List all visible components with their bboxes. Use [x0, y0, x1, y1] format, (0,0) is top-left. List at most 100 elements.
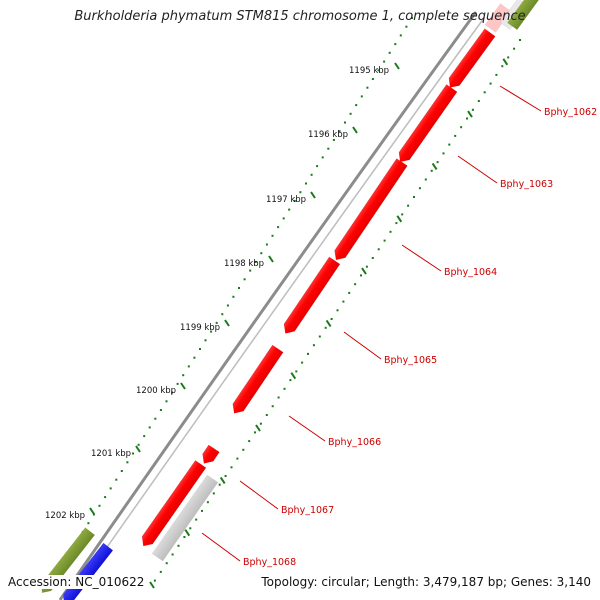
cds-bphy-1067	[202, 444, 220, 464]
ruler-dot	[148, 426, 151, 429]
ruler-dot	[159, 409, 162, 411]
track-dot	[153, 579, 156, 582]
ruler-dot	[265, 243, 268, 246]
track-dot	[342, 300, 345, 303]
track-dot	[371, 257, 374, 259]
ruler-dot	[271, 234, 274, 237]
track-dot	[513, 47, 516, 50]
track-dot	[248, 440, 251, 443]
ruler-dot	[394, 43, 397, 46]
ruler-dot	[288, 208, 291, 211]
ruler-major-tick	[394, 62, 400, 70]
ruler-label: 1201 kbp	[91, 449, 131, 459]
ruler-major-tick	[352, 126, 358, 134]
ruler-dot	[249, 269, 252, 272]
track-tick	[467, 110, 473, 118]
ruler-dot	[327, 147, 330, 150]
ruler-label: 1197 kbp	[266, 195, 306, 205]
track-dot	[424, 178, 427, 181]
ruler-dot	[176, 382, 179, 385]
ruler-major-tick	[135, 445, 141, 453]
track-dot	[283, 387, 286, 390]
track-dot	[430, 169, 433, 172]
track-tick	[361, 267, 367, 275]
ruler-dot	[260, 252, 263, 255]
ruler-dot	[92, 513, 95, 516]
track-tick	[502, 58, 509, 66]
ruler-dot	[87, 522, 90, 525]
ruler-dot	[316, 165, 319, 168]
ruler-dot	[293, 199, 296, 202]
track-dot	[360, 274, 362, 277]
track-dot	[218, 483, 221, 486]
track-dot	[177, 544, 180, 547]
ruler-dot	[371, 78, 374, 80]
ruler-dot	[277, 226, 280, 229]
ruler-major-tick	[310, 191, 316, 199]
ruler-dot	[349, 112, 352, 115]
inner-dotted-track	[149, 39, 521, 589]
leader-line	[343, 331, 382, 360]
track-dot	[448, 143, 451, 146]
ruler-dot	[120, 470, 123, 472]
backbone-inner	[69, 17, 485, 600]
track-dot	[389, 230, 392, 233]
ruler-dot	[366, 86, 369, 89]
ruler-label: 1202 kbp	[45, 511, 85, 521]
ruler-dot	[305, 182, 307, 185]
gene-label: Bphy_1063	[500, 179, 553, 190]
track-dot	[336, 309, 339, 312]
track-dot	[377, 248, 380, 251]
leader-line	[239, 480, 279, 510]
track-dot	[365, 265, 368, 268]
track-dot	[407, 204, 410, 207]
ruler-dot	[104, 496, 107, 499]
track-dot	[483, 91, 486, 94]
track-tick	[255, 424, 261, 432]
track-dot	[330, 318, 333, 320]
ruler-label: 1196 kbp	[308, 130, 348, 140]
topology-summary: Topology: circular; Length: 3,479,187 bp…	[261, 575, 591, 589]
ruler-dot	[405, 25, 408, 28]
ruler-major-tick	[180, 382, 186, 390]
track-dot	[183, 536, 186, 538]
gene-label: Bphy_1064	[444, 267, 497, 278]
track-tick	[431, 162, 438, 170]
feature-green-top	[507, 0, 541, 31]
ruler-dot	[199, 348, 201, 350]
leader-line	[201, 532, 241, 562]
track-tick	[396, 215, 403, 223]
track-dot	[265, 414, 268, 416]
track-dot	[242, 448, 245, 451]
ruler-dot	[411, 17, 413, 19]
gene-label: Bphy_1068	[243, 557, 296, 568]
track-tick	[325, 319, 332, 327]
track-dot	[495, 73, 498, 76]
ruler-dot	[165, 400, 168, 403]
gene-label: Bphy_1062	[544, 107, 597, 118]
track-dot	[254, 431, 256, 434]
track-dot	[501, 65, 504, 68]
ruler-dot	[338, 130, 341, 133]
track-dot	[395, 222, 398, 225]
ruler-dot	[210, 330, 213, 333]
map-title: Burkholderia phymatum STM815 chromosome …	[74, 9, 526, 24]
ruler-dot	[383, 60, 386, 63]
track-dot	[436, 161, 439, 164]
track-dot	[307, 352, 309, 355]
track-dot	[413, 196, 415, 198]
cds-bphy-1064	[334, 158, 408, 261]
track-dot	[259, 422, 262, 425]
track-dot	[206, 501, 209, 504]
ruler-label: 1198 kbp	[224, 259, 264, 269]
ruler-dot	[171, 391, 174, 394]
ruler-dot	[98, 504, 101, 507]
cds-bphy-1066	[232, 344, 284, 414]
track-dot	[165, 562, 168, 565]
ruler-dot	[204, 339, 207, 342]
track-tick	[290, 372, 297, 380]
ruler-major-tick	[224, 319, 230, 327]
track-dot	[189, 527, 192, 530]
ruler-dot	[137, 443, 140, 446]
label-leader-lines	[201, 85, 542, 562]
